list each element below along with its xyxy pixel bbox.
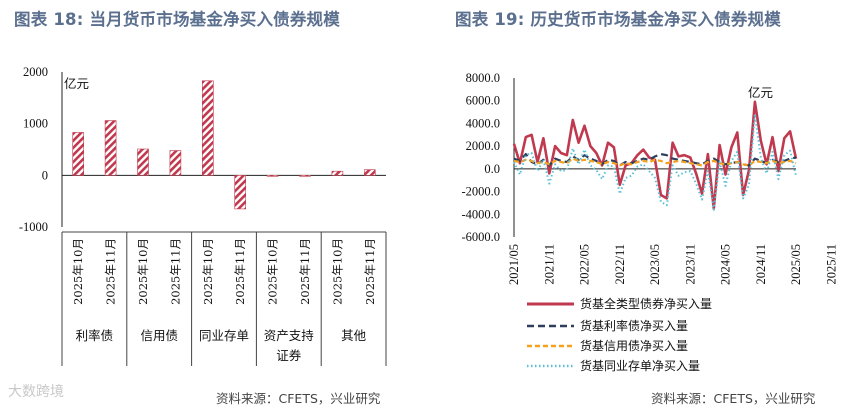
legend-label: 货基全类型债券净买入量	[580, 296, 712, 311]
series-line	[513, 153, 797, 167]
x-tick-label: 2025/11	[824, 244, 838, 285]
group-label: 资产支持	[264, 328, 314, 343]
legend-label: 货基利率债净买入量	[580, 318, 688, 333]
group-label: 同业存单	[199, 328, 249, 343]
right-source-note: 资料来源：CFETS，兴业研究	[651, 391, 816, 406]
legend-label: 货基同业存单净买入量	[580, 358, 700, 373]
y-tick-label: 6000.0	[466, 94, 500, 108]
x-tick-label: 2022/11	[613, 244, 627, 285]
left-source-note: 资料来源：CFETS，兴业研究	[216, 391, 381, 406]
x-tick-label: 2023/11	[683, 244, 697, 285]
y-unit-label: 亿元	[748, 85, 773, 100]
y-tick-label: -1000	[19, 220, 48, 234]
y-tick-label: 0.0	[484, 162, 500, 176]
y-unit-label: 亿元	[64, 76, 89, 91]
bar	[299, 175, 311, 177]
group-label-line2: 证券	[276, 348, 302, 363]
category-label: 2025年10月	[266, 238, 280, 305]
category-label: 2025年11月	[233, 238, 247, 305]
category-label: 2025年10月	[201, 238, 215, 305]
y-tick-label: 4000.0	[466, 116, 500, 130]
watermark-logo: 大数跨境	[8, 381, 64, 401]
category-label: 2025年11月	[104, 238, 118, 305]
bar	[104, 120, 117, 176]
group-label: 利率债	[76, 328, 114, 343]
watermark-text: 大数跨境	[8, 384, 64, 400]
x-tick-label: 2022/05	[578, 244, 592, 285]
category-label: 2025年10月	[330, 238, 344, 305]
right-chart-title: 图表 19: 历史货币市场基金净买入债券规模	[455, 10, 781, 29]
category-label: 2025年11月	[168, 238, 182, 305]
y-tick-label: 1000	[23, 117, 48, 131]
bar	[331, 170, 344, 176]
x-tick-label: 2021/05	[507, 244, 521, 285]
category-label: 2025年10月	[71, 238, 85, 305]
y-tick-label: 2000.0	[466, 139, 500, 153]
x-tick-label: 2021/11	[542, 244, 556, 285]
series-line	[513, 157, 797, 167]
legend-label: 货基信用债净买入量	[580, 338, 688, 353]
category-label: 2025年11月	[363, 238, 377, 305]
y-tick-label: -6000.0	[461, 230, 500, 244]
y-tick-label: 8000.0	[466, 71, 500, 85]
y-tick-label: 0	[42, 168, 48, 182]
x-tick-label: 2024/05	[719, 244, 733, 285]
bar	[234, 175, 246, 210]
bar	[202, 80, 214, 176]
x-tick-label: 2025/05	[789, 244, 803, 285]
x-tick-label: 2023/05	[648, 244, 662, 285]
x-tick-label: 2024/11	[754, 244, 768, 285]
category-label: 2025年10月	[136, 238, 150, 305]
bar	[72, 132, 84, 176]
bar	[266, 175, 279, 177]
series-line	[513, 113, 797, 211]
y-tick-label: 2000	[23, 65, 48, 79]
bar	[363, 169, 376, 176]
group-label: 信用债	[140, 328, 178, 343]
y-tick-label: -2000.0	[461, 185, 500, 199]
y-tick-label: -4000.0	[461, 207, 500, 221]
bar	[169, 150, 182, 176]
left-chart-title: 图表 18: 当月货币市场基金净买入债券规模	[14, 10, 340, 29]
group-label: 其他	[341, 328, 367, 343]
category-label: 2025年11月	[298, 238, 312, 305]
series-line	[512, 100, 798, 210]
bar	[137, 148, 149, 176]
